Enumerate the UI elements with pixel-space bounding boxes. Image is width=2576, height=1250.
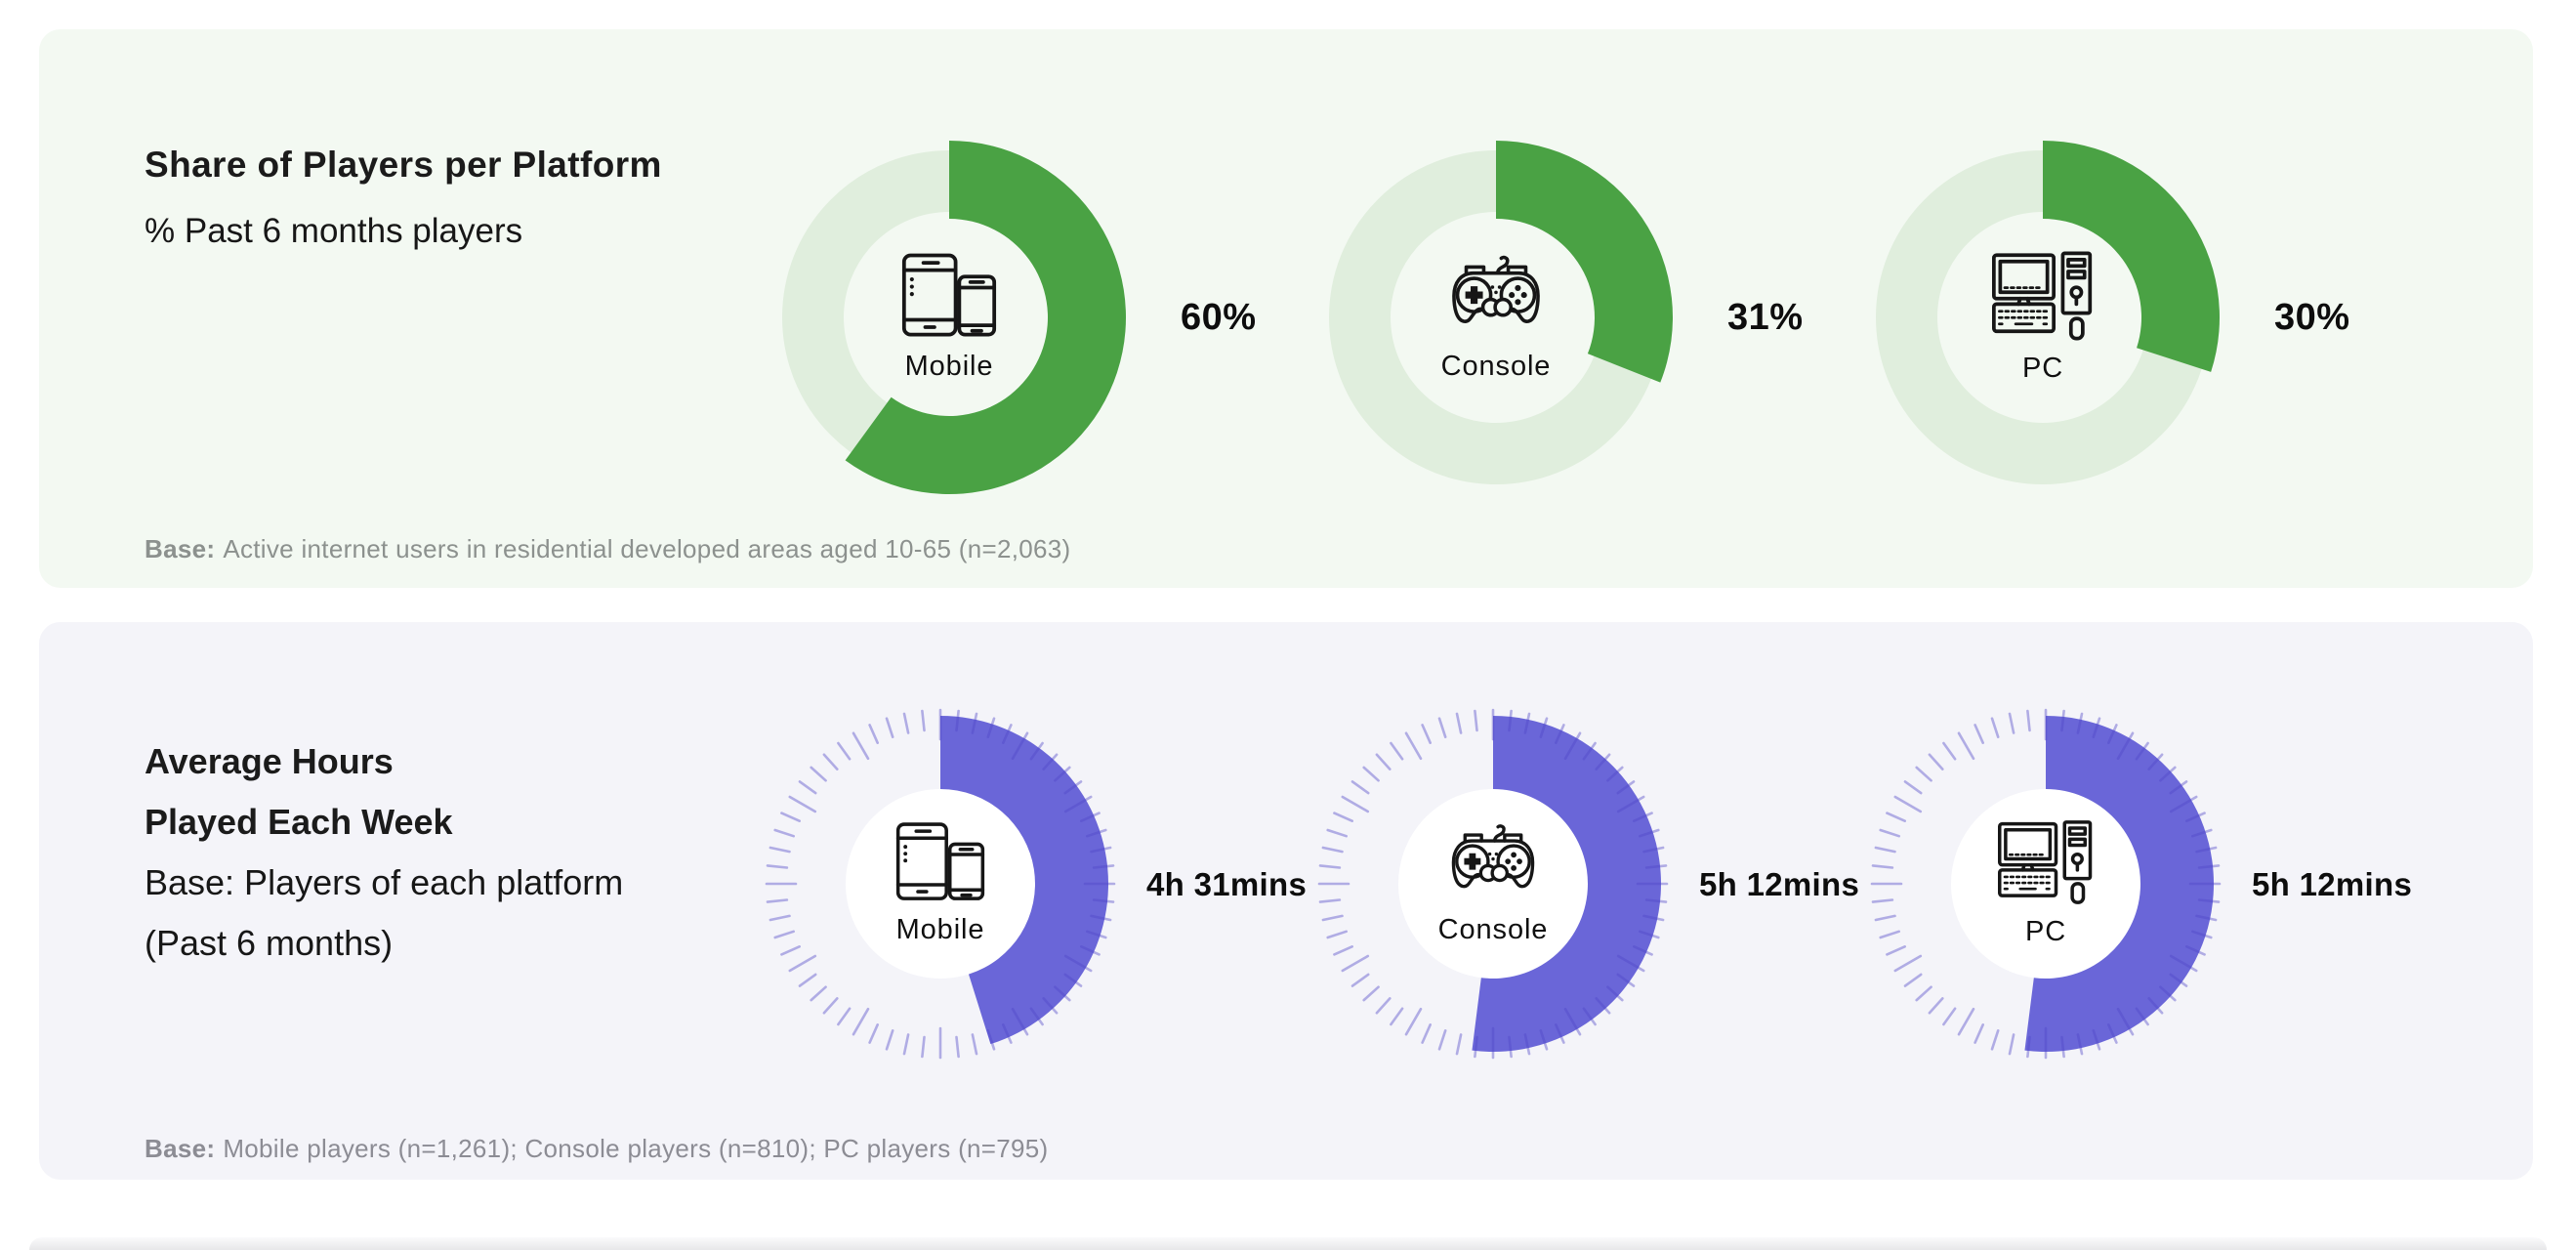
hours-base-note: Base: Mobile players (n=1,261); Console p… <box>145 1134 1049 1164</box>
gauge-chart-pc: PC <box>1855 693 2236 1074</box>
desktop-computer-icon <box>1998 819 2093 904</box>
tick-ring <box>1870 708 2222 1060</box>
hours-value-console: 5h 12mins <box>1699 865 1860 902</box>
gauge-center: PC <box>1855 693 2236 1074</box>
donut-chart-pc: PC <box>1862 137 2223 498</box>
players-base-note: Base: Active internet users in residentia… <box>145 534 1070 564</box>
hours-panel-heading: Average Hours Played Each Week Base: Pla… <box>145 731 623 974</box>
base-note-prefix: Base: <box>145 534 216 563</box>
platform-label: PC <box>2024 915 2067 947</box>
tick-ring <box>765 708 1116 1060</box>
hours-title-line4: (Past 6 months) <box>145 923 394 963</box>
donut-svg <box>1329 141 1673 484</box>
hours-panel: Average Hours Played Each Week Base: Pla… <box>39 622 2533 1180</box>
donut-chart-console: Console <box>1315 137 1677 498</box>
base-note-prefix: Base: <box>145 1134 216 1163</box>
platform-label: Mobile <box>904 350 994 382</box>
mobile-devices-icon <box>895 821 985 900</box>
tick-ring <box>1317 708 1669 1060</box>
gauge-cell-pc: PC 5h 12mins <box>1855 693 2412 1074</box>
donut-cell-console: Console 31% <box>1315 137 1862 498</box>
platform-label: Console <box>1437 913 1549 945</box>
share-value-mobile: 60% <box>1181 297 1257 338</box>
gauge-center: Mobile <box>750 693 1131 1074</box>
gamepad-icon <box>1452 255 1540 323</box>
platform-label: Console <box>1440 350 1552 382</box>
gamepad-icon <box>1451 823 1535 888</box>
donut-center: PC <box>1862 137 2223 498</box>
gauge-chart-mobile: Mobile <box>750 693 1131 1074</box>
donut-charts-row: Mobile 60% <box>769 137 2409 498</box>
gauge-charts-row: Mobile 4h 31mins <box>750 693 2412 1074</box>
mobile-devices-icon <box>901 253 997 336</box>
donut-cell-mobile: Mobile 60% <box>769 137 1315 498</box>
players-panel: Share of Players per Platform % Past 6 m… <box>39 29 2533 588</box>
desktop-computer-icon <box>1992 251 2093 340</box>
platform-label: Mobile <box>895 913 985 945</box>
platform-label: PC <box>2021 352 2064 384</box>
hours-title-line1: Average Hours <box>145 741 394 781</box>
gauge-chart-console: Console <box>1303 693 1683 1074</box>
next-card-edge <box>29 1237 2547 1250</box>
base-note-text: Mobile players (n=1,261); Console player… <box>223 1134 1049 1163</box>
donut-cell-pc: PC 30% <box>1862 137 2409 498</box>
hours-title-line3: Base: Players of each platform <box>145 862 624 902</box>
gauge-cell-console: Console 5h 12mins <box>1303 693 1859 1074</box>
donut-svg <box>782 141 1126 494</box>
players-panel-heading: Share of Players per Platform % Past 6 m… <box>145 145 662 251</box>
hours-value-pc: 5h 12mins <box>2252 865 2413 902</box>
gauge-center: Console <box>1303 693 1683 1074</box>
share-value-console: 31% <box>1727 297 1804 338</box>
gauge-svg <box>1317 708 1669 1060</box>
hours-title-line2: Played Each Week <box>145 802 453 842</box>
donut-center: Console <box>1315 137 1677 498</box>
donut-chart-mobile: Mobile <box>769 137 1130 498</box>
donut-center: Mobile <box>769 137 1130 498</box>
page-subtitle: % Past 6 months players <box>145 212 523 250</box>
share-value-pc: 30% <box>2274 297 2350 338</box>
gauge-cell-mobile: Mobile 4h 31mins <box>750 693 1307 1074</box>
base-note-text: Active internet users in residential dev… <box>223 534 1071 563</box>
hours-value-mobile: 4h 31mins <box>1146 865 1308 902</box>
donut-svg <box>1876 141 2220 484</box>
page-title: Share of Players per Platform <box>145 145 662 185</box>
